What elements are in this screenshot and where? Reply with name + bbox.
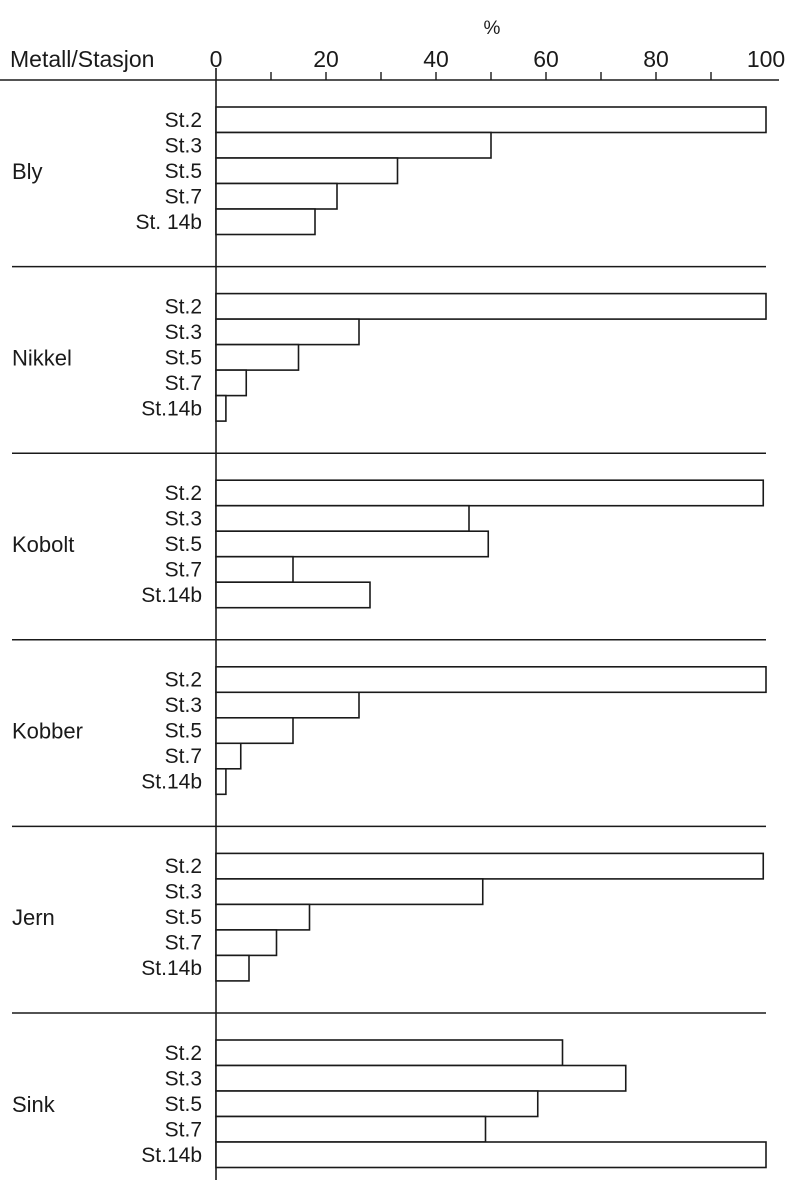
station-label: St.2 xyxy=(165,109,202,132)
x-tick-label: 60 xyxy=(533,46,559,72)
station-label: St.7 xyxy=(165,372,202,395)
station-label: St.7 xyxy=(165,745,202,768)
bar xyxy=(215,954,250,982)
unit-label: % xyxy=(484,18,501,39)
station-label: St.3 xyxy=(165,507,202,530)
bar xyxy=(215,1115,487,1143)
bar xyxy=(215,292,767,320)
station-label: St.5 xyxy=(165,906,202,929)
bar xyxy=(215,665,767,694)
metal-label: Bly xyxy=(12,159,43,184)
station-label: St.7 xyxy=(165,185,202,208)
bar xyxy=(215,106,767,134)
group-jern: Jern St.2 St.3St.5 St.7St.14b xyxy=(12,825,766,982)
station-label: St.14b xyxy=(141,771,202,794)
group-nikkel: Nikkel St.2 St.3St.5 St.7St.14b xyxy=(12,265,767,422)
bar xyxy=(215,318,360,346)
bar xyxy=(215,157,399,185)
group-bly: Bly St.2St.3 St.5St.7 St. 14b xyxy=(12,106,767,236)
station-label: St.2 xyxy=(165,1042,202,1065)
bar xyxy=(215,369,248,397)
station-label: St.2 xyxy=(165,669,202,692)
station-label: St.3 xyxy=(165,881,202,904)
station-label: St.14b xyxy=(141,1144,202,1167)
bar xyxy=(215,878,484,906)
station-label: St.3 xyxy=(165,694,202,717)
station-label: St.3 xyxy=(165,321,202,344)
bar xyxy=(215,852,765,880)
bar xyxy=(215,742,242,770)
bar xyxy=(215,555,294,584)
bar xyxy=(215,394,227,422)
group-kobolt: Kobolt St.2St.3 St.5St.7 St.14b xyxy=(12,452,766,609)
group-sink: Sink St.2St.3 St.5St.7 St.14b xyxy=(12,1012,767,1169)
station-label: St.7 xyxy=(165,558,202,581)
station-label: St.5 xyxy=(165,160,202,183)
station-label: St.14b xyxy=(141,957,202,980)
x-tick-label: 0 xyxy=(210,46,223,72)
station-label: St. 14b xyxy=(135,211,202,234)
bar xyxy=(215,581,371,609)
bar xyxy=(215,929,278,957)
station-label: St.5 xyxy=(165,1093,202,1116)
bar xyxy=(215,343,300,371)
metal-label: Nikkel xyxy=(12,345,72,370)
station-label: St.2 xyxy=(165,855,202,878)
station-label: St.7 xyxy=(165,1118,202,1141)
bar xyxy=(215,1039,564,1067)
bar xyxy=(215,504,470,533)
station-label: St.5 xyxy=(165,720,202,743)
station-label: St.3 xyxy=(165,134,202,157)
x-tick-label: 40 xyxy=(423,46,449,72)
bar xyxy=(215,1064,627,1092)
station-label: St.2 xyxy=(165,482,202,505)
header-label: Metall/Stasjon xyxy=(10,46,154,72)
metal-label: Kobber xyxy=(12,719,83,744)
x-tick-label: 80 xyxy=(643,46,669,72)
metal-label: Jern xyxy=(12,905,55,930)
group-kobber: Kobber St.2St.3 St.5St.7 St.14b xyxy=(12,639,767,796)
x-tick-label: 20 xyxy=(313,46,339,72)
metal-label: Kobolt xyxy=(12,532,74,557)
station-label: St.14b xyxy=(141,584,202,607)
station-label: St.7 xyxy=(165,932,202,955)
bar xyxy=(215,479,765,507)
bar xyxy=(215,182,338,210)
station-label: St.14b xyxy=(141,397,202,420)
bar xyxy=(215,716,294,745)
station-label: St.3 xyxy=(165,1067,202,1090)
x-tick-label: 100 xyxy=(747,46,785,72)
station-label: St.5 xyxy=(165,533,202,556)
bar xyxy=(215,1141,767,1169)
bar xyxy=(215,208,316,236)
station-label: St.5 xyxy=(165,346,202,369)
bar xyxy=(215,1090,539,1118)
station-label: St.2 xyxy=(165,295,202,318)
metal-label: Sink xyxy=(12,1092,56,1117)
x-ticks: 0 20 40 60 80 100 xyxy=(210,46,785,80)
bar xyxy=(215,530,490,558)
bar xyxy=(215,903,311,931)
bar xyxy=(215,691,360,719)
bar xyxy=(215,767,227,796)
bar xyxy=(215,131,492,159)
